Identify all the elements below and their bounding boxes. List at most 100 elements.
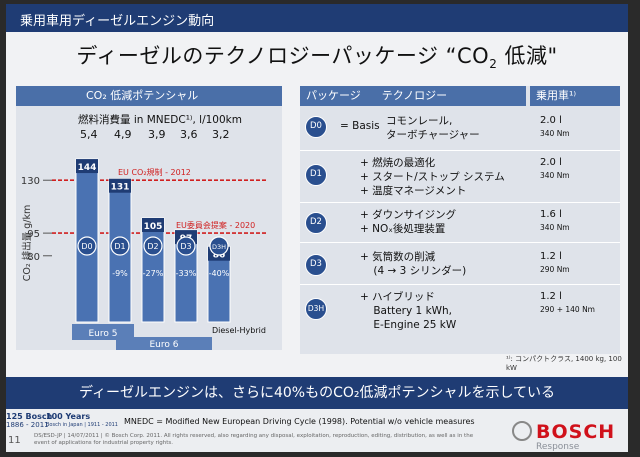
y-tick-label: 130 <box>21 176 40 187</box>
co2-bar-chart: 130 95 80 EU CO₂規制 - 2012 EU委員会提案 - 2020 144 D… <box>21 158 268 350</box>
divider <box>300 202 620 203</box>
package-badge-d3 <box>176 236 196 256</box>
y-tick-label: 95 <box>27 229 40 240</box>
euro6-label: Euro 6 <box>150 340 179 350</box>
col-technology: テクノロジー <box>381 89 448 102</box>
eu-2012-label: EU CO₂規制 - 2012 <box>118 167 191 177</box>
spec-d1: 2.0 l 340 Nm <box>540 156 570 182</box>
tech-item: + 燃焼の最適化 <box>360 157 436 169</box>
response-watermark: Response <box>536 442 580 452</box>
euro6-band <box>116 337 212 350</box>
spec-liters: 1.2 l <box>540 251 562 262</box>
package-badge-d1 <box>110 236 130 256</box>
reduction-label: -33% <box>176 269 197 278</box>
package-badge-label: D3H <box>212 243 226 251</box>
diesel-hybrid-label: Diesel-Hybrid <box>212 326 266 335</box>
badge-d1: D1 <box>305 164 327 186</box>
spec-liters: 1.2 l <box>540 291 562 302</box>
package-badge-d2 <box>143 236 163 256</box>
bosch-100-years-badge: 100 Years Bosch in Japan | 1911 - 2011 <box>46 413 118 429</box>
bar-value-label: 105 <box>144 222 163 232</box>
euro5-label: Euro 5 <box>89 329 118 339</box>
tech-item: Battery 1 kWh, <box>360 305 453 317</box>
badge-d3: D3 <box>305 254 327 276</box>
b100-label: 100 Years <box>46 412 91 421</box>
conclusion-banner: ディーゼルエンジンは、さらに40%ものCO₂低減ポテンシャルを示している <box>6 377 628 409</box>
spec-d3h: 1.2 l 290 + 140 Nm <box>540 290 595 316</box>
tech-list-d0: コモンレール, ターボチャージャー <box>386 114 480 142</box>
badge-d3h: D3H <box>305 298 327 320</box>
badge-d0: D0 <box>305 116 327 138</box>
tech-item: コモンレール, <box>386 115 453 127</box>
tech-item: + ダウンサイジング <box>360 209 457 221</box>
spec-power: 340 Nm <box>540 223 570 232</box>
package-badge-label: D3 <box>180 242 191 251</box>
tech-list-d3h: + ハイブリッド Battery 1 kWh, E-Engine 25 kW <box>360 290 456 332</box>
bar-value-label: 86 <box>213 251 226 261</box>
package-row-d3h: D3H + ハイブリッド Battery 1 kWh, E-Engine 25 … <box>300 288 620 336</box>
fuel-value-d0: 5,4 <box>80 128 98 141</box>
reduction-label: -40% <box>209 269 230 278</box>
spec-liters: 2.0 l <box>540 115 562 126</box>
eu-2020-label: EU委員会提案 - 2020 <box>176 220 255 230</box>
title-text: ディーゼルのテクノロジーパッケージ “CO <box>76 44 490 68</box>
b100-sub: Bosch in Japan | 1911 - 2011 <box>46 422 118 428</box>
fuel-value-d1: 4,9 <box>114 128 132 141</box>
basis-label: = Basis <box>340 120 380 132</box>
co2-panel-heading: CO₂ 低減ポテンシャル <box>16 86 282 106</box>
tech-item: + スタート/ストップ システム <box>360 171 505 183</box>
bosch-armature-icon <box>512 421 532 441</box>
package-badge-d3h <box>209 236 229 256</box>
fuel-value-d3h: 3,2 <box>212 128 230 141</box>
tech-list-d1: + 燃焼の最適化 + スタート/ストップ システム + 温度マネージメント <box>360 156 505 198</box>
technology-package-panel: パッケージ テクノロジー 乗用車¹⁾ D0 = Basis コモンレール, ター… <box>300 86 620 354</box>
divider <box>300 242 620 243</box>
co2-potential-panel: CO₂ 低減ポテンシャル 燃料消費量 in MNEDC¹⁾, l/100km 5… <box>16 86 282 350</box>
fuel-value-d2: 3,9 <box>148 128 166 141</box>
package-row-d1: D1 + 燃焼の最適化 + スタート/ストップ システム + 温度マネージメント… <box>300 154 620 200</box>
bar-value-box <box>76 159 98 174</box>
package-row-d0: D0 = Basis コモンレール, ターボチャージャー 2.0 l 340 Nm <box>300 112 620 148</box>
tech-item: + 気筒数の削減 <box>360 251 436 263</box>
copyright: DS/ESD-JP | 14/07/2011 | © Bosch Corp. 2… <box>34 433 474 446</box>
tech-list-d2: + ダウンサイジング + NOₓ後処理装置 <box>360 208 456 236</box>
tech-item: ターボチャージャー <box>386 129 480 141</box>
vehicle-footnote: ¹⁾: コンパクトクラス, 1400 kg, 100 kW <box>506 355 622 372</box>
package-badge-d0 <box>77 236 97 256</box>
package-badge-label: D2 <box>147 242 158 251</box>
spec-power: 290 Nm <box>540 265 570 274</box>
b125-years: 1886 - 2011 <box>6 421 49 429</box>
bosch-125-badge: 125 Bosch 1886 - 2011 <box>6 412 53 430</box>
reduction-label: -9% <box>112 269 128 278</box>
spec-d2: 1.6 l 340 Nm <box>540 208 570 234</box>
col-package: パッケージ <box>306 89 361 102</box>
spec-liters: 2.0 l <box>540 157 562 168</box>
euro5-band <box>72 324 134 340</box>
col-vehicle: 乗用車¹⁾ <box>530 86 620 106</box>
fuel-value-d3: 3,6 <box>180 128 198 141</box>
badge-d2: D2 <box>305 212 327 234</box>
tech-item: (4 → 3 シリンダー) <box>360 265 467 277</box>
slide-title: ディーゼルのテクノロジーパッケージ “CO2 低減" <box>6 40 628 71</box>
tech-item: E-Engine 25 kW <box>360 319 457 331</box>
package-badge-label: D0 <box>81 242 92 251</box>
title-end: 低減" <box>497 44 558 68</box>
title-subscript: 2 <box>489 57 498 72</box>
fuel-consumption-label: 燃料消費量 in MNEDC¹⁾, l/100km <box>78 114 242 126</box>
bar-value-label: 131 <box>111 183 130 193</box>
b125-label: 125 Bosch <box>6 412 53 421</box>
spec-power: 340 Nm <box>540 129 570 138</box>
divider <box>300 284 620 285</box>
package-tech-heading: パッケージ テクノロジー <box>300 86 526 106</box>
divider <box>300 150 620 151</box>
tech-item: + ハイブリッド <box>360 291 435 303</box>
package-row-d2: D2 + ダウンサイジング + NOₓ後処理装置 1.6 l 340 Nm <box>300 206 620 240</box>
bosch-logo: BOSCH <box>536 421 616 443</box>
y-tick-label: 80 <box>27 252 40 263</box>
spec-d0: 2.0 l 340 Nm <box>540 114 570 140</box>
bar-value-label: 144 <box>78 163 97 173</box>
page-number: 11 <box>8 435 21 446</box>
bar-value-box <box>109 178 131 193</box>
package-badge-label: D1 <box>114 242 125 251</box>
spec-d3: 1.2 l 290 Nm <box>540 250 570 276</box>
